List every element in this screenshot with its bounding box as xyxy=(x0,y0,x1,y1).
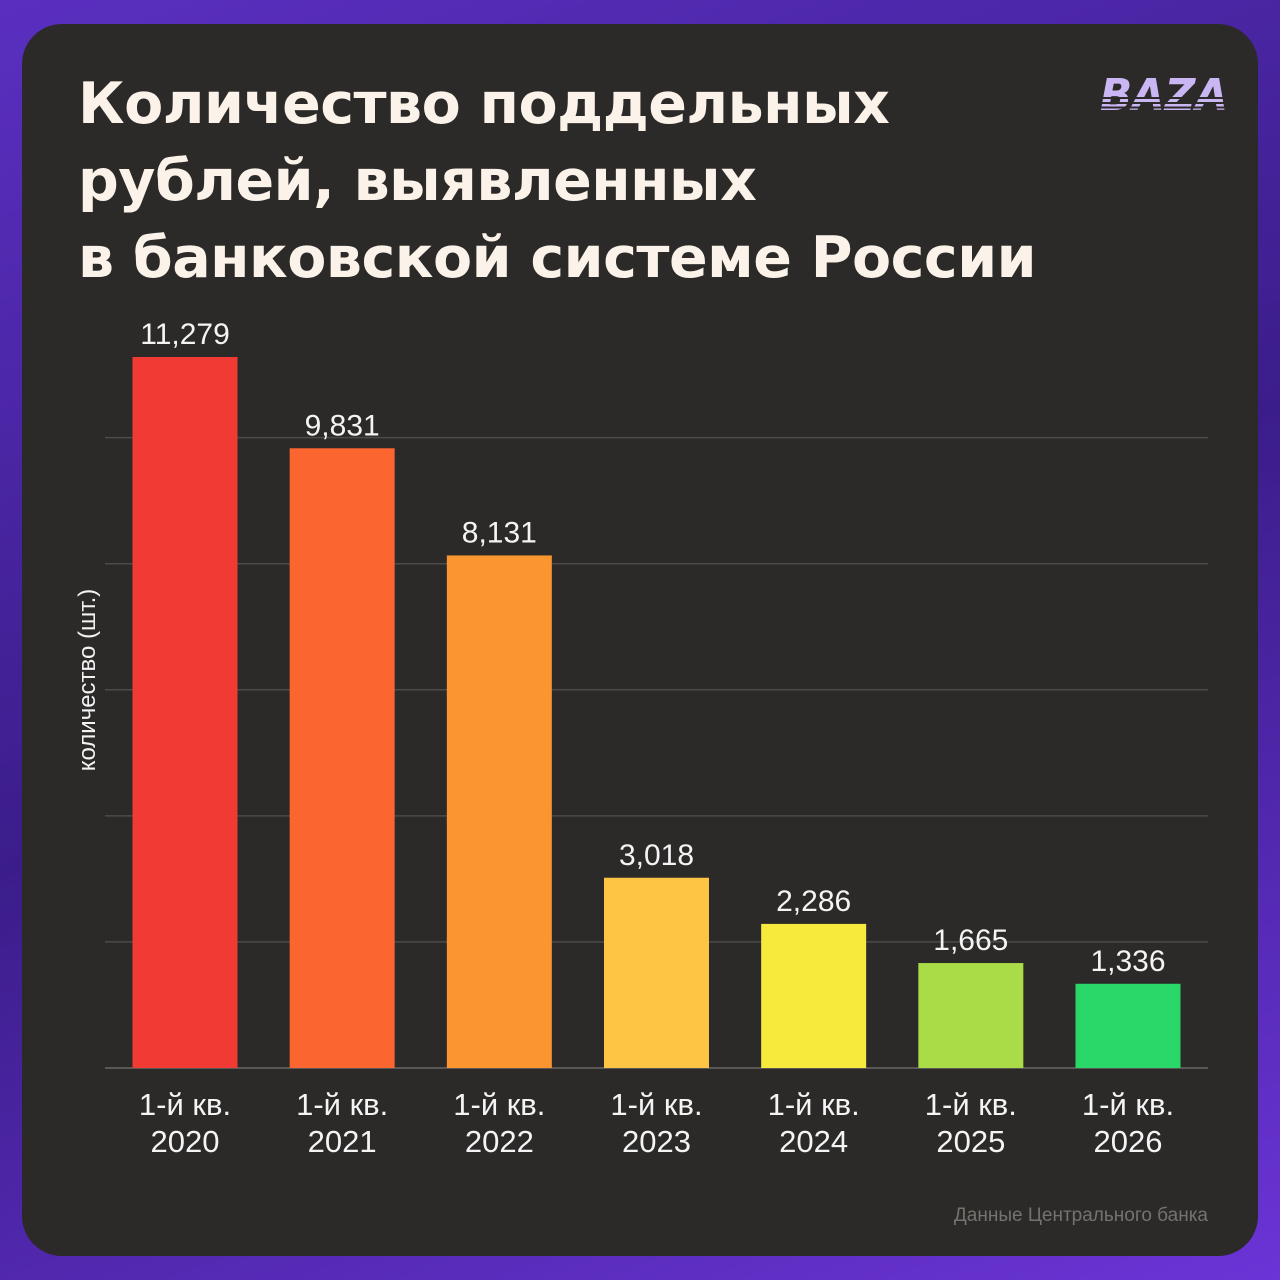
data-label: 9,831 xyxy=(305,409,380,442)
x-tick-label: 1-й кв. xyxy=(296,1087,388,1122)
data-label: 1,665 xyxy=(933,924,1008,957)
x-tick-label: 2024 xyxy=(779,1124,848,1159)
x-tick-label: 2025 xyxy=(936,1124,1005,1159)
x-tick-label: 2026 xyxy=(1094,1124,1163,1159)
data-label: 2,286 xyxy=(776,885,851,918)
bar xyxy=(604,877,709,1068)
data-label: 3,018 xyxy=(619,839,694,872)
x-tick-label: 2023 xyxy=(622,1124,691,1159)
source-note: Данные Центрального банка xyxy=(953,1205,1208,1226)
bar xyxy=(132,357,238,1068)
bar xyxy=(761,923,867,1068)
x-tick-label: 1-й кв. xyxy=(925,1087,1017,1122)
page-title: Количество поддельных рублей, выявленных… xyxy=(78,66,1037,297)
x-tick-label: 2021 xyxy=(308,1124,377,1159)
svg-text:BAZA: BAZA xyxy=(1100,70,1228,114)
bar xyxy=(446,555,552,1068)
data-label: 11,279 xyxy=(140,318,230,351)
title-line: Количество поддельных xyxy=(78,71,890,137)
x-tick-label: 1-й кв. xyxy=(453,1087,545,1122)
bar xyxy=(918,963,1024,1068)
x-tick-label: 1-й кв. xyxy=(139,1087,231,1122)
x-tick-label: 1-й кв. xyxy=(768,1087,860,1122)
bar xyxy=(1075,983,1181,1068)
bar xyxy=(289,448,395,1068)
x-tick-label: 2022 xyxy=(465,1124,534,1159)
title-line: рублей, выявленных xyxy=(78,148,757,214)
data-label: 1,336 xyxy=(1090,945,1165,978)
baza-logo: BAZA xyxy=(1100,70,1228,114)
title-line: в банковской системе России xyxy=(78,225,1037,291)
x-tick-label: 1-й кв. xyxy=(610,1087,702,1122)
x-tick-label: 2020 xyxy=(151,1124,220,1159)
x-tick-label: 1-й кв. xyxy=(1082,1087,1174,1122)
data-label: 8,131 xyxy=(462,516,537,549)
